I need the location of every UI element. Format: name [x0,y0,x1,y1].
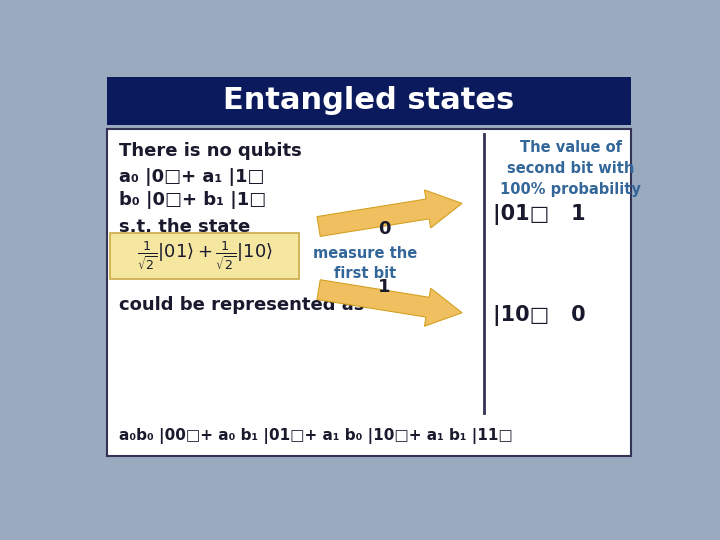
FancyBboxPatch shape [107,130,631,456]
FancyArrow shape [317,190,462,237]
Text: 0: 0 [378,220,391,238]
FancyBboxPatch shape [107,77,631,125]
Text: The value of
second bit with
100% probability: The value of second bit with 100% probab… [500,140,641,197]
Text: could be represented as: could be represented as [120,296,365,314]
Text: a₀ |0□+ a₁ |1□: a₀ |0□+ a₁ |1□ [120,168,265,186]
Text: b₀ |0□+ b₁ |1□: b₀ |0□+ b₁ |1□ [120,191,266,210]
Text: Entangled states: Entangled states [223,86,515,116]
Text: measure the
first bit: measure the first bit [313,246,418,281]
Text: $\frac{1}{\sqrt{2}}|01\rangle + \frac{1}{\sqrt{2}}|10\rangle$: $\frac{1}{\sqrt{2}}|01\rangle + \frac{1}… [137,239,273,272]
FancyArrow shape [317,280,462,326]
Text: |01□   1: |01□ 1 [493,205,585,226]
Text: s.t. the state: s.t. the state [120,218,251,235]
Text: 1: 1 [378,278,391,296]
Text: a₀b₀ |00□+ a₀ b₁ |01□+ a₁ b₀ |10□+ a₁ b₁ |11□: a₀b₀ |00□+ a₀ b₁ |01□+ a₁ b₀ |10□+ a₁ b₁… [120,428,513,444]
FancyBboxPatch shape [110,233,300,279]
Text: There is no qubits: There is no qubits [120,142,302,160]
Text: |10□   0: |10□ 0 [493,305,585,326]
